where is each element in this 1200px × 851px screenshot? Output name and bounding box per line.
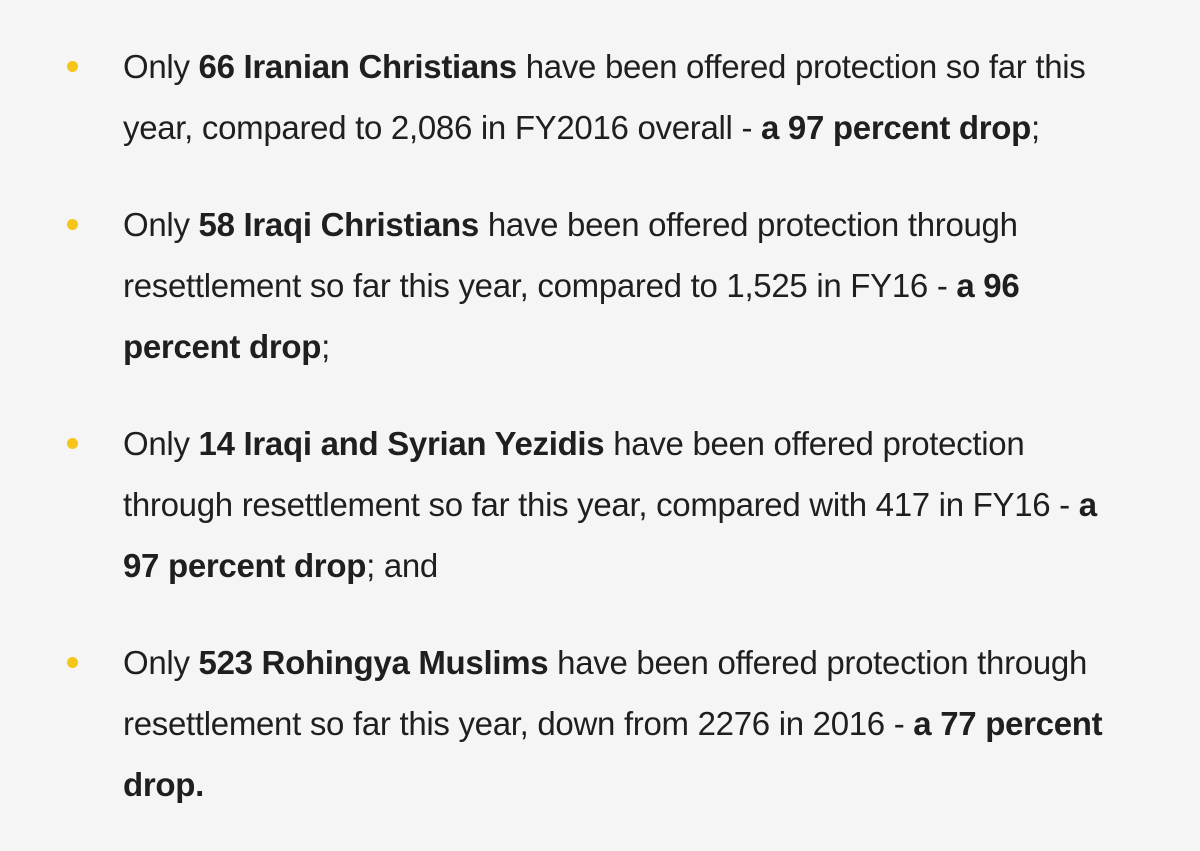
bullet-dot-icon <box>67 657 78 668</box>
text-segment: Only <box>123 206 199 243</box>
text-segment: Only <box>123 644 199 681</box>
bold-text-segment: 58 Iraqi Christians <box>198 206 480 243</box>
text-segment: ; and <box>366 547 438 584</box>
bullet-dot-icon <box>67 61 78 72</box>
text-segment: Only <box>123 425 199 462</box>
bullet-dot-icon <box>67 219 78 230</box>
bold-text-segment: a 77 percent drop. <box>123 705 1103 803</box>
bullet-list: Only 66 Iranian Christians have been off… <box>0 36 1200 851</box>
list-item-text: Only 523 Rohingya Muslims have been offe… <box>123 644 1103 803</box>
list-item: Only 66 Iranian Christians have been off… <box>0 36 1200 158</box>
bold-text-segment: 14 Iraqi and Syrian Yezidis <box>198 425 605 462</box>
bold-text-segment: 66 Iranian Christians <box>198 48 518 85</box>
text-segment: ; <box>321 328 330 365</box>
text-segment: have been offered protection through res… <box>123 425 1079 523</box>
document-page: Only 66 Iranian Christians have been off… <box>67 48 1103 803</box>
list-item: Only 14 Iraqi and Syrian Yezidis have be… <box>0 413 1200 596</box>
list-item: Only 523 Rohingya Muslims have been offe… <box>0 632 1200 815</box>
list-item-text: Only 66 Iranian Christians have been off… <box>123 48 1086 146</box>
bold-text-segment: a 97 percent drop <box>761 109 1032 146</box>
bold-text-segment: a 96 percent drop <box>123 267 1020 365</box>
text-segment: have been offered protection so far this… <box>123 48 1086 146</box>
text-segment: have been offered protection through res… <box>123 644 1087 742</box>
list-item-text: Only 58 Iraqi Christians have been offer… <box>123 206 1020 365</box>
text-segment: ; <box>1031 109 1040 146</box>
list-item-text: Only 14 Iraqi and Syrian Yezidis have be… <box>123 425 1097 584</box>
bold-text-segment: 523 Rohingya Muslims <box>198 644 549 681</box>
text-segment: have been offered protection through res… <box>123 206 1018 304</box>
bold-text-segment: a 97 percent drop <box>123 486 1097 584</box>
list-item: Only 58 Iraqi Christians have been offer… <box>0 194 1200 377</box>
text-segment: Only <box>123 48 199 85</box>
bullet-dot-icon <box>67 438 78 449</box>
